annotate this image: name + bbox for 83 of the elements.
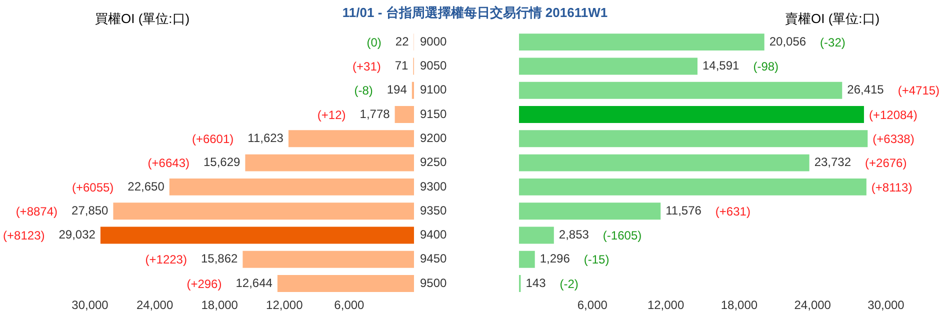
bar	[288, 130, 414, 148]
bar	[519, 58, 698, 75]
annotation: (+12084)	[868, 108, 918, 122]
data-label: 2,853	[558, 228, 590, 242]
x-tick-label: 18,000	[720, 298, 758, 312]
y-tick-label: 9100	[420, 82, 448, 97]
data-label: 194	[386, 82, 408, 97]
annotation: (+8113)	[871, 180, 912, 194]
data-label: 11,623	[248, 130, 284, 145]
data-label: 22	[395, 34, 410, 48]
y-tick-label: 9050	[420, 58, 448, 73]
bar	[242, 250, 414, 268]
x-tick-label: 12,000	[266, 298, 304, 312]
bar	[519, 130, 868, 148]
annotation: (+6338)	[872, 132, 914, 146]
bar	[519, 250, 535, 268]
data-label: 11,576	[666, 203, 702, 218]
data-label: 15,629	[204, 155, 241, 170]
bar	[394, 106, 414, 123]
annotation: (-32)	[820, 35, 846, 50]
text: (+8123)	[3, 228, 45, 243]
data-label: 26,415	[847, 82, 884, 97]
annotation: (+2676)	[865, 156, 907, 170]
data-label: 27,850	[72, 203, 109, 218]
text: 11/01 - 台指周選擇權每日交易行情 201611W1	[342, 5, 608, 20]
data-label: 20,056	[769, 34, 806, 48]
data-label: 1,296	[540, 252, 570, 266]
x-axis-title: 買權OI (單位:口)	[95, 10, 190, 28]
data-label: 12,644	[236, 276, 273, 290]
annotation: (-98)	[753, 60, 779, 74]
y-tick-label: 9400	[420, 228, 448, 242]
y-tick-label: 9300	[420, 179, 448, 194]
x-tick-label: 18,000	[201, 298, 238, 312]
y-tick-label: 9500	[420, 276, 448, 290]
data-label: 23,732	[814, 155, 852, 170]
y-tick-label: 9150	[420, 106, 448, 121]
bar	[519, 106, 864, 123]
x-tick-label: 24,000	[794, 298, 832, 312]
y-tick-label: 9200	[420, 130, 448, 145]
y-tick-label: 9000	[420, 34, 448, 48]
x-tick-label: 6,000	[577, 298, 608, 312]
annotation: (+6055)	[72, 180, 114, 194]
x-tick-label: 24,000	[136, 298, 174, 312]
bar	[245, 154, 414, 172]
annotation: (+6643)	[148, 156, 190, 170]
annotation: (0)	[366, 35, 382, 50]
text: (+4715)	[898, 84, 940, 98]
bar	[519, 178, 866, 196]
bar	[519, 34, 764, 51]
bar	[519, 226, 554, 244]
bar	[277, 275, 414, 292]
annotation: (+1223)	[145, 252, 187, 267]
annotation: (+631)	[715, 204, 750, 218]
data-label: 1,778	[360, 106, 390, 121]
data-label: 15,862	[200, 252, 238, 266]
bar	[519, 202, 661, 220]
data-label: 29,032	[58, 228, 96, 242]
annotation: (+12)	[317, 108, 346, 122]
data-label: 14,591	[702, 58, 740, 73]
annotation: (-1605)	[602, 228, 642, 243]
annotation: (-15)	[584, 252, 610, 267]
bar	[113, 202, 414, 220]
bar	[169, 178, 414, 196]
bar	[519, 82, 842, 99]
y-tick-label: 9250	[420, 155, 448, 170]
data-label: 71	[394, 58, 409, 73]
annotation: (-8)	[354, 84, 373, 98]
annotation: (-2)	[560, 276, 578, 291]
x-axis-title: 賣權OI (單位:口)	[785, 10, 880, 28]
y-tick-label: 9450	[420, 252, 448, 266]
x-tick-label: 6,000	[334, 298, 365, 312]
annotation: (+31)	[352, 60, 381, 74]
bar	[519, 154, 810, 172]
annotation: (+296)	[186, 276, 222, 291]
x-tick-label: 12,000	[647, 298, 684, 312]
x-tick-label: 30,000	[72, 298, 109, 312]
text: (+8874)	[16, 204, 58, 218]
data-label: 143	[526, 276, 546, 290]
x-tick-label: 30,000	[868, 298, 905, 312]
bar	[100, 226, 414, 244]
data-label: 22,650	[128, 179, 165, 194]
annotation: (+6601)	[192, 132, 234, 146]
y-tick-label: 9350	[420, 203, 448, 218]
